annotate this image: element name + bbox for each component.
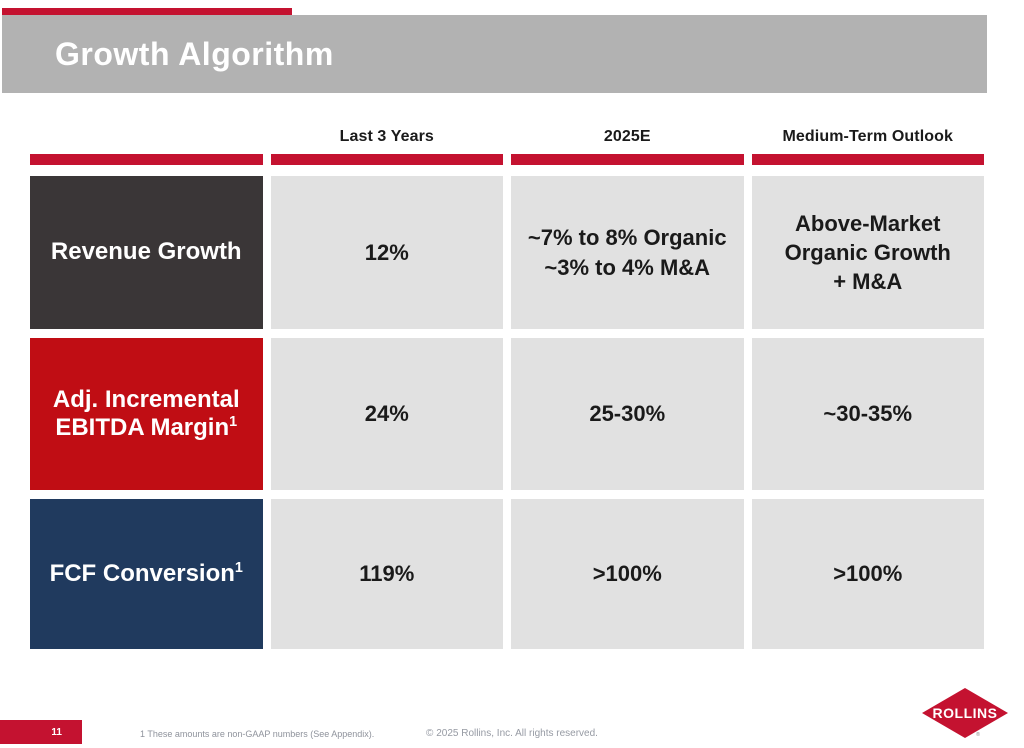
top-accent-bar bbox=[2, 8, 292, 15]
row-label-text: Adj. Incremental EBITDA Margin1 bbox=[52, 385, 240, 441]
cell-fcf-conversion-medium-term: >100% bbox=[751, 499, 984, 649]
page-number-badge: 11 bbox=[0, 720, 82, 744]
header-underline-bar bbox=[30, 154, 263, 165]
column-header-2025e: 2025E bbox=[603, 128, 651, 145]
column-header-spacer bbox=[30, 146, 263, 154]
row-label-revenue-growth: Revenue Growth bbox=[30, 176, 263, 329]
cell-fcf-conversion-last-3-years: 119% bbox=[270, 499, 503, 649]
header-underline-bar bbox=[751, 154, 984, 165]
rollins-logo: ROLLINS ® bbox=[922, 688, 1008, 738]
copyright-notice: © 2025 Rollins, Inc. All rights reserved… bbox=[426, 728, 598, 739]
page-number: 11 bbox=[51, 726, 62, 738]
logo-diamond-shape bbox=[922, 688, 1008, 738]
cell-revenue-growth-2025e: ~7% to 8% Organic ~3% to 4% M&A bbox=[511, 176, 744, 329]
title-bar: Growth Algorithm bbox=[2, 15, 987, 93]
registered-trademark-icon: ® bbox=[976, 731, 980, 738]
row-label-adj-incremental-ebitda-margin: Adj. Incremental EBITDA Margin1 bbox=[30, 338, 263, 490]
row-label-text: FCF Conversion1 bbox=[49, 559, 243, 587]
column-header-medium-term-outlook: Medium-Term Outlook bbox=[782, 128, 953, 145]
cell-ebitda-margin-medium-term: ~30-35% bbox=[751, 338, 984, 490]
row-label-fcf-conversion: FCF Conversion1 bbox=[30, 499, 263, 649]
logo-wordmark: ROLLINS bbox=[933, 705, 998, 721]
footnote-marker: 1 bbox=[229, 414, 238, 430]
cell-revenue-growth-last-3-years: 12% bbox=[270, 176, 503, 329]
cell-revenue-growth-medium-term: Above-Market Organic Growth + M&A bbox=[751, 176, 984, 329]
cell-ebitda-margin-last-3-years: 24% bbox=[270, 338, 503, 490]
page-title: Growth Algorithm bbox=[55, 35, 334, 72]
footnote-marker: 1 bbox=[234, 559, 243, 576]
cell-fcf-conversion-2025e: >100% bbox=[511, 499, 744, 649]
header-underline-bar bbox=[511, 154, 744, 165]
header-underline-bar bbox=[270, 154, 503, 165]
table-body: Revenue Growth 12% ~7% to 8% Organic ~3%… bbox=[30, 176, 984, 649]
footnote: 1 These amounts are non-GAAP numbers (Se… bbox=[140, 729, 375, 739]
column-header-last-3-years: Last 3 Years bbox=[339, 128, 434, 145]
table-header-row: Last 3 Years 2025E Medium-Term Outlook bbox=[30, 118, 984, 154]
cell-ebitda-margin-2025e: 25-30% bbox=[511, 338, 744, 490]
row-label-text: Revenue Growth bbox=[50, 238, 242, 266]
header-underline-bars bbox=[30, 154, 984, 165]
